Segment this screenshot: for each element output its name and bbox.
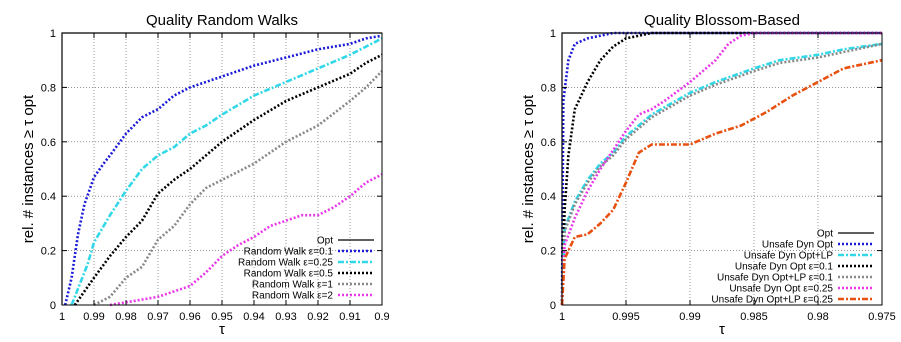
x-tick-label: 1	[559, 311, 565, 323]
chart-panel-2: 1 0.995 0.99 0.985 0.98 0.975 0 0.2 0.4 0.6 0.8 1 Qu…	[520, 12, 896, 338]
x-tick-label: 0.9	[374, 311, 389, 323]
series-line-6	[560, 31, 882, 306]
legend-label: Unsafe Dyn Opt	[762, 240, 833, 251]
series-line-4	[73, 53, 383, 306]
x-tick-label: 0.97	[147, 311, 168, 323]
legend-label: Unsafe Dyn Opt ε=0.1	[735, 262, 834, 273]
y-axis-label: rel. # instances ≥ τ opt	[520, 94, 537, 243]
series-line-7	[560, 58, 883, 306]
legend-label: Random Walk ε=1	[252, 280, 334, 291]
x-tick-label: 0.96	[179, 311, 200, 323]
x-tick-label: 0.98	[807, 311, 828, 323]
x-axis-label: τ	[219, 321, 225, 338]
series-line-3	[70, 37, 383, 306]
y-tick-label: 0.2	[41, 246, 56, 258]
legend-label: Random Walk ε=0.5	[244, 269, 334, 280]
legend-label: Random Walk ε=0.1	[244, 247, 334, 258]
x-tick-label: 0.985	[740, 311, 768, 323]
series-line-2	[63, 34, 383, 306]
y-tick-label: 0.6	[41, 137, 56, 149]
series-line-6	[109, 173, 383, 307]
x-axis-label: τ	[719, 321, 725, 338]
y-tick-label: 0	[50, 300, 56, 312]
x-tick-label: 0.995	[612, 311, 640, 323]
x-tick-label: 0.99	[679, 311, 700, 323]
y-tick-label: 0.6	[541, 137, 556, 149]
x-tick-label: 0.99	[83, 311, 104, 323]
x-tick-label: 0.94	[243, 311, 264, 323]
series-line-5	[560, 42, 883, 306]
y-tick-label: 0.4	[541, 191, 556, 203]
y-axis-label: rel. # instances ≥ τ opt	[20, 94, 37, 243]
series-line-3	[560, 42, 883, 306]
x-tick-label: 0.92	[307, 311, 328, 323]
legend-label: Unsafe Dyn Opt ε=0.25	[729, 284, 833, 295]
legend-label: Random Walk ε=2	[252, 291, 334, 302]
y-tick-label: 1	[50, 28, 56, 40]
x-tick-label: 0.95	[211, 311, 232, 323]
chart-title: Quality Random Walks	[146, 12, 298, 29]
x-tick-label: 0.93	[275, 311, 296, 323]
y-tick-label: 0	[550, 300, 556, 312]
series-line-5	[93, 70, 383, 307]
legend-label: Random Walk ε=0.25	[238, 258, 333, 269]
y-tick-label: 0.8	[541, 82, 556, 94]
legend-label: Opt	[817, 229, 833, 240]
x-tick-label: 1	[59, 311, 65, 323]
legend-label: Unsafe Dyn Opt+LP ε=0.1	[717, 273, 833, 284]
legend-label: Unsafe Dyn Opt+LP	[744, 251, 834, 262]
x-tick-label: 0.975	[868, 311, 896, 323]
legend-label: Opt	[317, 236, 333, 247]
legend-label: Unsafe Dyn Opt+LP ε=0.25	[711, 295, 833, 306]
x-tick-label: 0.98	[115, 311, 136, 323]
chart-title: Quality Blossom-Based	[644, 12, 800, 29]
y-tick-label: 0.8	[41, 82, 56, 94]
chart-panel-1: 1 0.99 0.98 0.97 0.96 0.95 0.94 0.93 0.92 0.91 0.9…	[20, 12, 390, 338]
y-tick-label: 0.2	[541, 246, 556, 258]
y-tick-label: 0.4	[41, 191, 56, 203]
y-tick-label: 1	[550, 28, 556, 40]
plot-frame	[561, 32, 883, 306]
x-tick-label: 0.91	[339, 311, 360, 323]
